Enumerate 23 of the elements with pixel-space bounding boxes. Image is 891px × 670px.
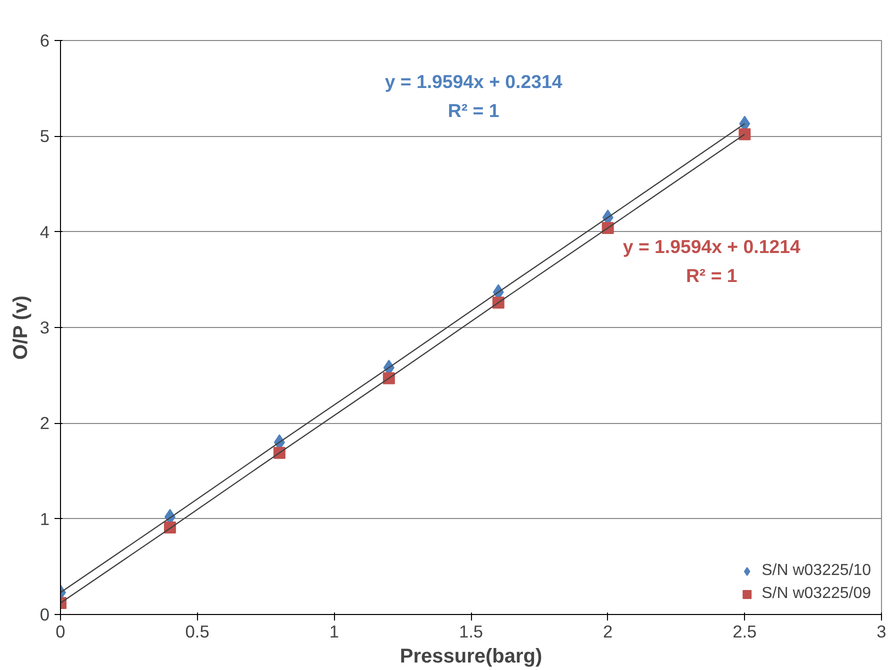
x-tick-label: 1 xyxy=(329,622,339,642)
annotation: R² = 1 xyxy=(686,265,738,286)
y-tick-label: 0 xyxy=(40,604,50,624)
y-axis-title: O/P (v) xyxy=(10,296,32,360)
y-tick-label: 6 xyxy=(40,30,50,50)
y-tick-label: 1 xyxy=(40,508,50,529)
x-tick-label: 3 xyxy=(876,622,886,642)
point xyxy=(738,128,751,140)
y-tick-label: 3 xyxy=(40,318,50,338)
annotation: y = 1.9594x + 0.1214 xyxy=(622,236,801,258)
y-tick-label: 2 xyxy=(40,413,50,434)
x-tick-label: 1.5 xyxy=(458,622,484,642)
legend-label: S/N w03225/09 xyxy=(762,585,871,603)
x-axis-title: Pressure(barg) xyxy=(400,646,542,668)
y-tick-label: 4 xyxy=(40,222,50,242)
x-tick-label: 0 xyxy=(56,622,66,642)
annotation: R² = 1 xyxy=(448,100,500,121)
annotation: y = 1.9594x + 0.2314 xyxy=(384,70,563,92)
x-tick-label: 2 xyxy=(603,622,613,642)
x-tick-label: 2.5 xyxy=(732,622,757,642)
y-tick-label: 5 xyxy=(40,126,50,146)
x-tick-label: 0.5 xyxy=(185,622,210,642)
legend-label: S/N w03225/10 xyxy=(762,562,871,580)
